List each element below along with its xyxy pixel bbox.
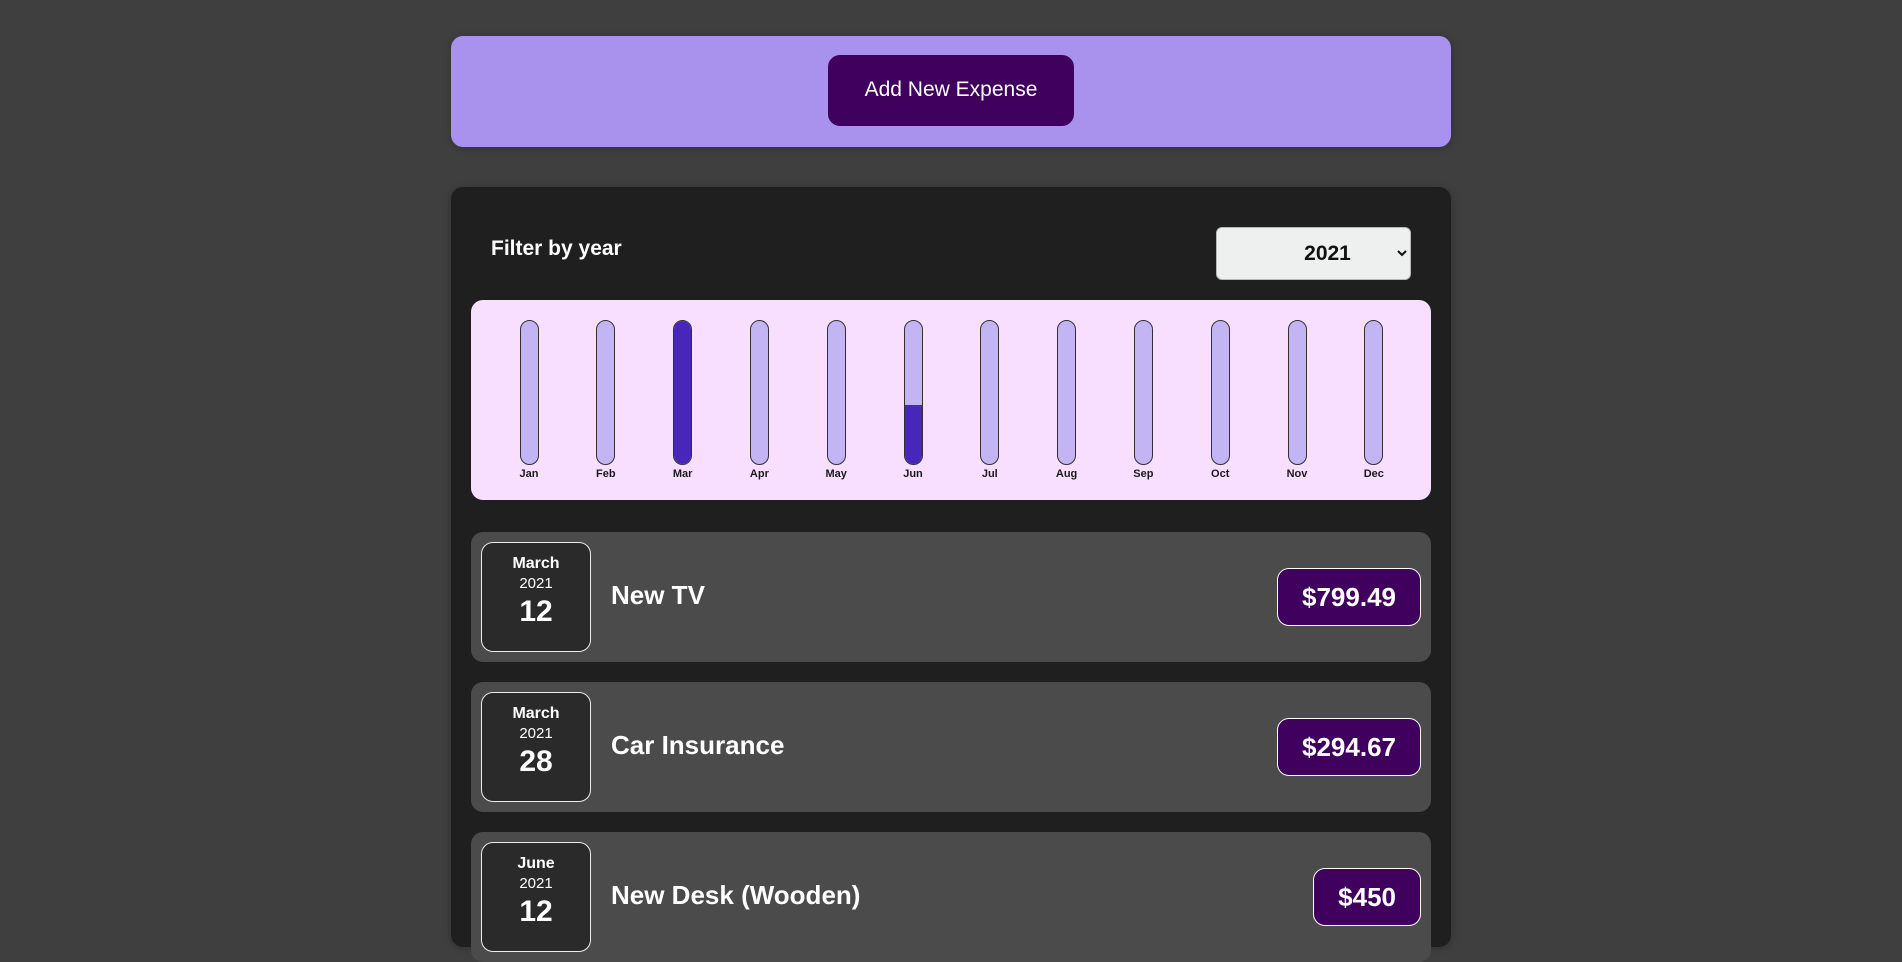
chart-bar-track [1057, 320, 1077, 465]
chart-bar-track [903, 320, 923, 465]
chart-bar-track [749, 320, 769, 465]
expense-date-year: 2021 [519, 575, 553, 592]
chart-bar-label: Dec [1363, 468, 1384, 480]
chart-bar-label: Jun [903, 468, 923, 480]
chart-bar-label: Feb [596, 468, 616, 480]
chart-bar-jul: Jul [960, 320, 1020, 490]
expense-date-month: March [512, 705, 560, 722]
expense-date: June 2021 12 [481, 842, 591, 952]
chart-bar-nov: Nov [1267, 320, 1327, 490]
chart-bar-fill [674, 321, 692, 464]
expense-date-day: 12 [519, 895, 553, 928]
chart-bar-label: Mar [672, 468, 693, 480]
expense-title: New TV [611, 580, 705, 610]
filter-label: Filter by year [491, 237, 622, 260]
expenses-filter: Filter by year 2021 [491, 227, 1411, 280]
chart-bar-mar: Mar [653, 320, 713, 490]
chart-bar-label: Sep [1133, 468, 1154, 480]
expense-date-year: 2021 [519, 875, 553, 892]
chart-bar-may: May [806, 320, 866, 490]
chart-bar-jun: Jun [883, 320, 943, 490]
new-expense-panel: Add New Expense [451, 36, 1451, 147]
chart-bar-track [1210, 320, 1230, 465]
add-new-expense-button[interactable]: Add New Expense [828, 54, 1074, 126]
chart-bar-track [980, 320, 1000, 465]
chart-bar-track [1133, 320, 1153, 465]
chart-bar-track [1364, 320, 1384, 465]
expense-date-day: 12 [519, 595, 553, 628]
expense-title: New Desk (Wooden) [611, 880, 861, 910]
chart-bar-fill [904, 405, 922, 464]
expense-date-day: 28 [519, 745, 553, 778]
chart-bar-label: Nov [1286, 468, 1308, 480]
expense-item: March 2021 28 Car Insurance $294.67 [471, 682, 1431, 812]
year-filter-select[interactable]: 2021 [1216, 227, 1411, 280]
expense-amount: $294.67 [1277, 718, 1421, 776]
expense-item: June 2021 12 New Desk (Wooden) $450 [471, 832, 1431, 962]
expense-date-month: June [517, 855, 555, 872]
expense-date: March 2021 12 [481, 542, 591, 652]
chart-bar-aug: Aug [1037, 320, 1097, 490]
expense-date-year: 2021 [519, 725, 553, 742]
chart-bar-sep: Sep [1113, 320, 1173, 490]
expense-amount: $450 [1313, 868, 1421, 926]
chart-bar-label: Jul [981, 468, 998, 480]
chart-bar-jan: Jan [499, 320, 559, 490]
chart-bar-dec: Dec [1344, 320, 1404, 490]
expense-date: March 2021 28 [481, 692, 591, 802]
chart-bar-label: Oct [1211, 468, 1230, 480]
chart-bar-label: May [825, 468, 847, 480]
expense-item: March 2021 12 New TV $799.49 [471, 532, 1431, 662]
chart-bar-track [519, 320, 539, 465]
expense-title: Car Insurance [611, 730, 785, 760]
chart-bar-feb: Feb [576, 320, 636, 490]
chart-bar-label: Aug [1055, 468, 1078, 480]
expenses-chart: Jan Feb Mar Apr May Jun Jul Aug Sep Oct Nov Dec [471, 300, 1431, 500]
chart-bar-track [596, 320, 616, 465]
expenses-panel: Filter by year 2021 Jan Feb Mar Apr May Jun Ju… [451, 187, 1451, 962]
chart-bar-track [673, 320, 693, 465]
chart-bar-track [826, 320, 846, 465]
expense-date-month: March [512, 555, 560, 572]
expense-amount: $799.49 [1277, 568, 1421, 626]
chart-bar-label: Jan [519, 468, 539, 480]
chart-bar-track [1287, 320, 1307, 465]
chart-bar-oct: Oct [1190, 320, 1250, 490]
chart-bar-apr: Apr [729, 320, 789, 490]
chart-bar-label: Apr [749, 468, 769, 480]
